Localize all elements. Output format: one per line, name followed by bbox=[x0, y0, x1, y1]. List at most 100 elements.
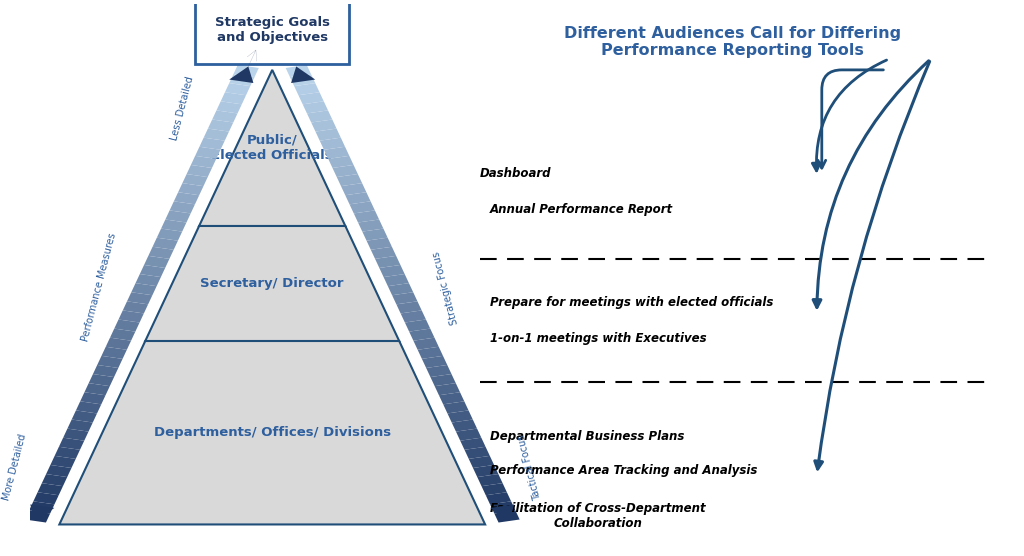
Polygon shape bbox=[229, 74, 255, 86]
Polygon shape bbox=[456, 429, 481, 441]
Polygon shape bbox=[153, 237, 178, 250]
Polygon shape bbox=[434, 383, 460, 395]
Polygon shape bbox=[307, 111, 333, 122]
Polygon shape bbox=[319, 138, 345, 150]
Polygon shape bbox=[298, 92, 324, 105]
Polygon shape bbox=[161, 220, 186, 232]
Polygon shape bbox=[426, 365, 452, 377]
Polygon shape bbox=[115, 320, 139, 331]
Polygon shape bbox=[144, 256, 169, 268]
Polygon shape bbox=[46, 465, 72, 477]
Polygon shape bbox=[216, 101, 242, 113]
Polygon shape bbox=[410, 329, 434, 341]
Polygon shape bbox=[84, 383, 110, 395]
Polygon shape bbox=[199, 70, 345, 226]
Polygon shape bbox=[396, 301, 422, 314]
Polygon shape bbox=[430, 374, 456, 386]
Polygon shape bbox=[200, 138, 224, 150]
Text: Performance Area Tracking and Analysis: Performance Area Tracking and Analysis bbox=[490, 464, 758, 477]
Text: Dashboard: Dashboard bbox=[480, 167, 552, 181]
Polygon shape bbox=[294, 83, 319, 95]
FancyArrowPatch shape bbox=[813, 61, 929, 307]
Polygon shape bbox=[59, 341, 485, 524]
Polygon shape bbox=[477, 474, 503, 486]
Polygon shape bbox=[460, 438, 485, 450]
Polygon shape bbox=[29, 502, 54, 513]
Text: Less Detailed: Less Detailed bbox=[170, 75, 196, 141]
Text: Public/
Elected Officials: Public/ Elected Officials bbox=[211, 134, 333, 162]
Polygon shape bbox=[349, 201, 375, 214]
Polygon shape bbox=[286, 65, 311, 77]
Polygon shape bbox=[101, 347, 127, 359]
Polygon shape bbox=[140, 265, 165, 277]
Polygon shape bbox=[196, 147, 220, 159]
Polygon shape bbox=[469, 456, 495, 468]
Polygon shape bbox=[208, 120, 233, 132]
Polygon shape bbox=[447, 410, 473, 423]
Polygon shape bbox=[31, 504, 54, 521]
Polygon shape bbox=[392, 292, 418, 304]
Polygon shape bbox=[345, 192, 371, 205]
Polygon shape bbox=[182, 174, 208, 186]
Polygon shape bbox=[186, 165, 212, 177]
Polygon shape bbox=[42, 474, 68, 486]
Text: More Detailed: More Detailed bbox=[1, 433, 28, 502]
Polygon shape bbox=[76, 401, 101, 414]
Polygon shape bbox=[495, 510, 519, 523]
Text: Facilitation of Cross-Department
Collaboration: Facilitation of Cross-Department Collabo… bbox=[490, 502, 706, 530]
Polygon shape bbox=[333, 165, 357, 177]
Polygon shape bbox=[229, 67, 253, 83]
Polygon shape bbox=[119, 310, 143, 322]
FancyBboxPatch shape bbox=[196, 0, 349, 64]
Polygon shape bbox=[54, 447, 80, 459]
Polygon shape bbox=[371, 247, 396, 259]
Polygon shape bbox=[290, 74, 315, 86]
Polygon shape bbox=[388, 283, 414, 295]
Polygon shape bbox=[225, 83, 250, 95]
Polygon shape bbox=[367, 237, 392, 250]
Polygon shape bbox=[481, 483, 507, 495]
Polygon shape bbox=[127, 292, 153, 304]
Polygon shape bbox=[174, 192, 200, 205]
Polygon shape bbox=[34, 492, 58, 504]
FancyArrowPatch shape bbox=[812, 60, 887, 171]
Polygon shape bbox=[490, 504, 514, 521]
Polygon shape bbox=[165, 210, 190, 222]
Polygon shape bbox=[131, 283, 157, 295]
Polygon shape bbox=[145, 226, 399, 341]
Polygon shape bbox=[110, 329, 135, 341]
Polygon shape bbox=[379, 265, 404, 277]
Polygon shape bbox=[123, 301, 148, 314]
Polygon shape bbox=[80, 392, 105, 404]
Polygon shape bbox=[291, 67, 315, 83]
Polygon shape bbox=[337, 174, 362, 186]
Polygon shape bbox=[204, 128, 229, 141]
Text: Departments/ Offices/ Divisions: Departments/ Offices/ Divisions bbox=[154, 426, 391, 439]
Polygon shape bbox=[170, 201, 195, 214]
Polygon shape bbox=[93, 365, 119, 377]
Polygon shape bbox=[418, 347, 443, 359]
Polygon shape bbox=[190, 156, 216, 168]
Polygon shape bbox=[414, 337, 438, 350]
Polygon shape bbox=[59, 438, 84, 450]
Text: Tactical Focus: Tactical Focus bbox=[516, 433, 543, 501]
Polygon shape bbox=[400, 310, 426, 322]
Polygon shape bbox=[329, 156, 353, 168]
Polygon shape bbox=[315, 128, 341, 141]
Text: Prepare for meetings with elected officials: Prepare for meetings with elected offici… bbox=[490, 296, 773, 309]
Polygon shape bbox=[89, 374, 114, 386]
Polygon shape bbox=[465, 447, 489, 459]
Text: 1-on-1 meetings with Executives: 1-on-1 meetings with Executives bbox=[490, 332, 707, 345]
Polygon shape bbox=[157, 229, 182, 241]
Polygon shape bbox=[303, 101, 328, 113]
Polygon shape bbox=[375, 256, 400, 268]
Polygon shape bbox=[50, 456, 76, 468]
Text: Departmental Business Plans: Departmental Business Plans bbox=[490, 430, 684, 443]
Polygon shape bbox=[439, 392, 464, 404]
Polygon shape bbox=[422, 356, 447, 368]
Polygon shape bbox=[311, 120, 337, 132]
Polygon shape bbox=[212, 111, 238, 122]
Polygon shape bbox=[233, 65, 259, 77]
Polygon shape bbox=[452, 420, 477, 431]
Polygon shape bbox=[473, 465, 499, 477]
